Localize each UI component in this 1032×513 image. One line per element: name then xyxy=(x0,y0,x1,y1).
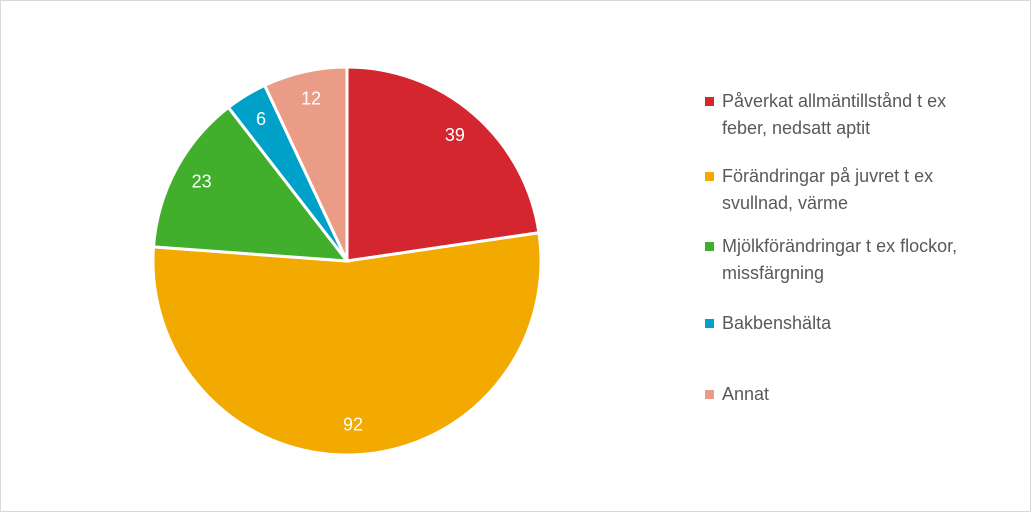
legend-swatch xyxy=(705,390,714,399)
legend-swatch xyxy=(705,242,714,251)
legend-swatch xyxy=(705,172,714,181)
pie-label: 12 xyxy=(301,89,321,109)
pie-label: 92 xyxy=(343,415,363,435)
legend-label: Bakbenshälta xyxy=(722,313,832,333)
pie-label: 23 xyxy=(192,172,212,192)
pie-slice xyxy=(151,231,543,457)
pie-label: 39 xyxy=(445,125,465,145)
legend-item: Mjölkförändringar t ex flockor, missfärg… xyxy=(705,233,995,287)
legend-swatch xyxy=(705,319,714,328)
legend-label: Annat xyxy=(722,384,770,404)
legend-swatch xyxy=(705,97,714,106)
legend-item: Påverkat allmäntillstånd t ex feber, ned… xyxy=(705,88,995,142)
pie-slice xyxy=(151,105,351,263)
legend-item: Annat xyxy=(705,381,995,408)
legend-label: Påverkat allmäntillstånd t ex feber, ned… xyxy=(722,91,947,138)
legend-item: Förändringar på juvret t ex svullnad, vä… xyxy=(705,163,995,217)
pie-label: 6 xyxy=(256,109,266,129)
legend-item: Bakbenshälta xyxy=(705,310,995,337)
legend-label: Förändringar på juvret t ex svullnad, vä… xyxy=(722,166,934,213)
pie-slice xyxy=(262,65,349,262)
legend-label: Mjölkförändringar t ex flockor, missfärg… xyxy=(722,236,958,283)
pie-slice xyxy=(345,65,541,263)
